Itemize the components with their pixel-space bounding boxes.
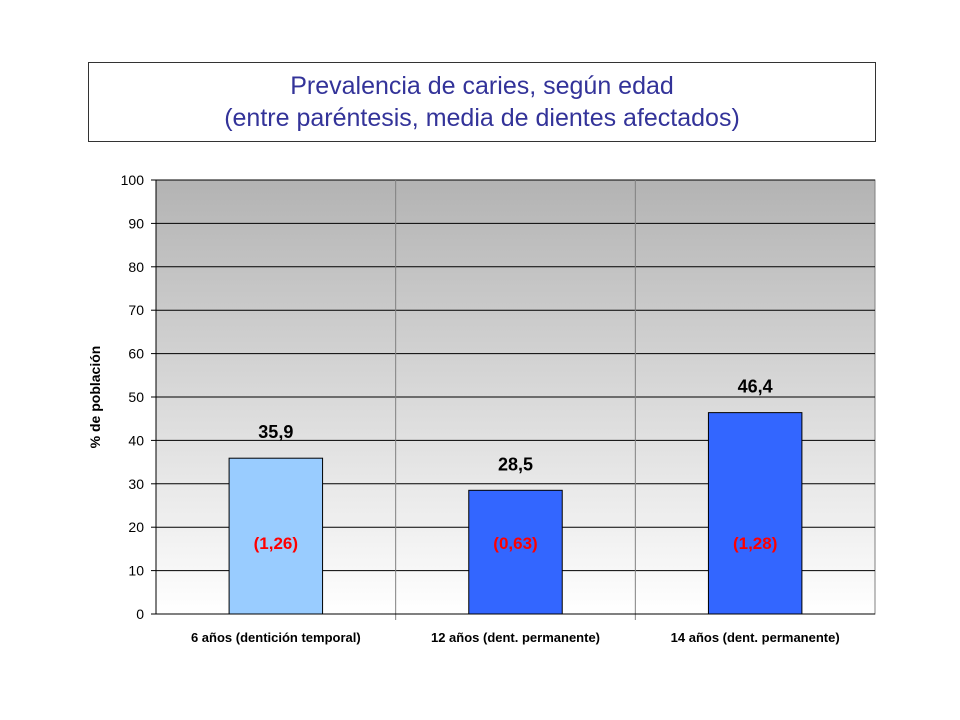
bar [468,489,563,615]
y-tick-label: 40 [128,432,144,448]
y-tick-label: 80 [128,259,144,275]
x-category-label: 14 años (dent. permanente) [671,630,840,645]
y-tick-label: 0 [136,606,144,622]
y-tick-label: 20 [128,519,144,535]
y-tick-label: 30 [128,476,144,492]
chart-title: Prevalencia de caries, según edad [290,72,674,100]
bar-inner-label: (0,63) [493,534,537,553]
y-tick-label: 100 [121,172,145,188]
y-tick-label: 70 [128,302,144,318]
y-tick-label: 90 [128,215,144,231]
bar-value-label: 46,4 [738,377,773,397]
bar-value-label: 35,9 [258,422,293,442]
y-tick-label: 60 [128,346,144,362]
y-tick-label: 50 [128,389,144,405]
bar-inner-label: (1,26) [254,534,298,553]
y-axis-ticks: 0 10 20 30 40 50 60 70 80 90 100 [121,172,156,622]
x-category-label: 6 años (dentición temporal) [191,630,361,645]
bar [228,457,324,615]
bar-value-label: 28,5 [498,454,533,474]
bar [707,412,803,615]
chart-title-box: Prevalencia de caries, según edad (entre… [88,62,876,142]
x-category-label: 12 años (dent. permanente) [431,630,600,645]
bars: 35,9 (1,26) 28,5 (0,63) 46,4 (1,28) [228,377,803,615]
y-tick-label: 10 [128,563,144,579]
y-axis-title: % de población [87,346,103,449]
chart-subtitle: (entre paréntesis, media de dientes afec… [224,104,740,132]
x-axis-labels: 6 años (dentición temporal) 12 años (dent… [191,630,840,645]
bar-inner-label: (1,28) [733,534,777,553]
